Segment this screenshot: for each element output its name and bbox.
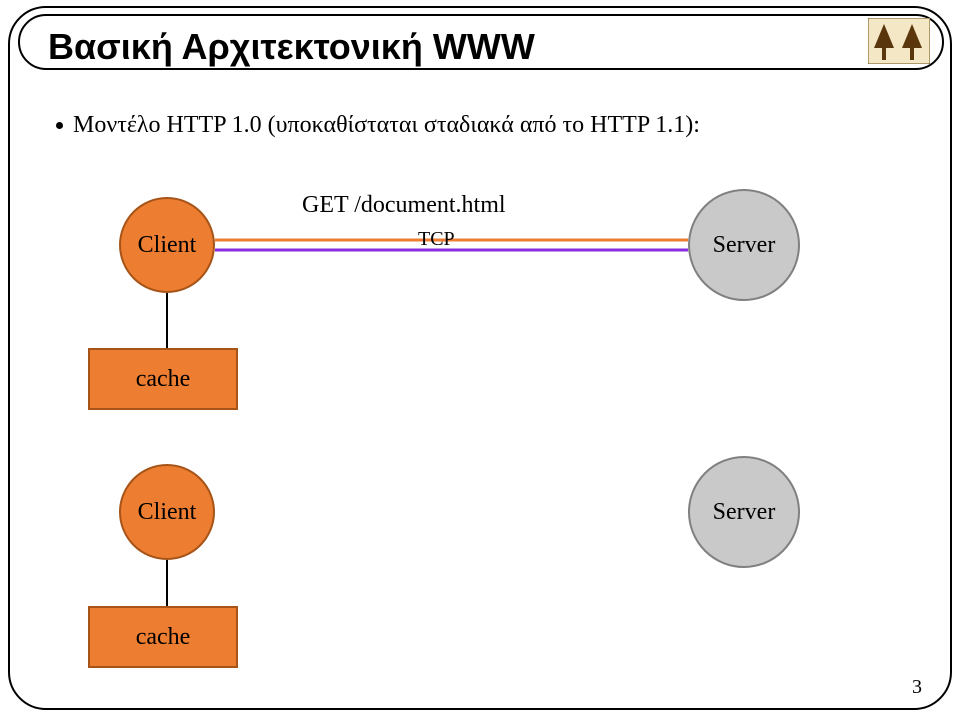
bullet-line: Μοντέλο HTTP 1.0 (υποκαθίσταται σταδιακά… <box>56 112 700 139</box>
client1-label: Client <box>138 232 197 259</box>
tcp-label: TCP <box>418 228 455 251</box>
cache1-node: cache <box>88 348 238 410</box>
bullet-text: Μοντέλο HTTP 1.0 (υποκαθίσταται σταδιακά… <box>73 112 700 139</box>
cache1-label: cache <box>136 366 191 393</box>
cache2-node: cache <box>88 606 238 668</box>
server1-node: Server <box>688 189 800 301</box>
slide-title: Βασική Αρχιτεκτονική WWW <box>48 26 535 68</box>
server2-node: Server <box>688 456 800 568</box>
bullet-dot-icon <box>56 122 63 129</box>
client2-node: Client <box>119 464 215 560</box>
get-label: GET /document.html <box>302 192 506 219</box>
slide: Βασική Αρχιτεκτονική WWW Μοντέλο HTTP 1.… <box>0 0 960 719</box>
page-number: 3 <box>912 676 922 699</box>
cache2-label: cache <box>136 624 191 651</box>
client1-node: Client <box>119 197 215 293</box>
logo-icon <box>868 18 930 64</box>
client2-label: Client <box>138 499 197 526</box>
server2-label: Server <box>713 499 776 526</box>
server1-label: Server <box>713 232 776 259</box>
